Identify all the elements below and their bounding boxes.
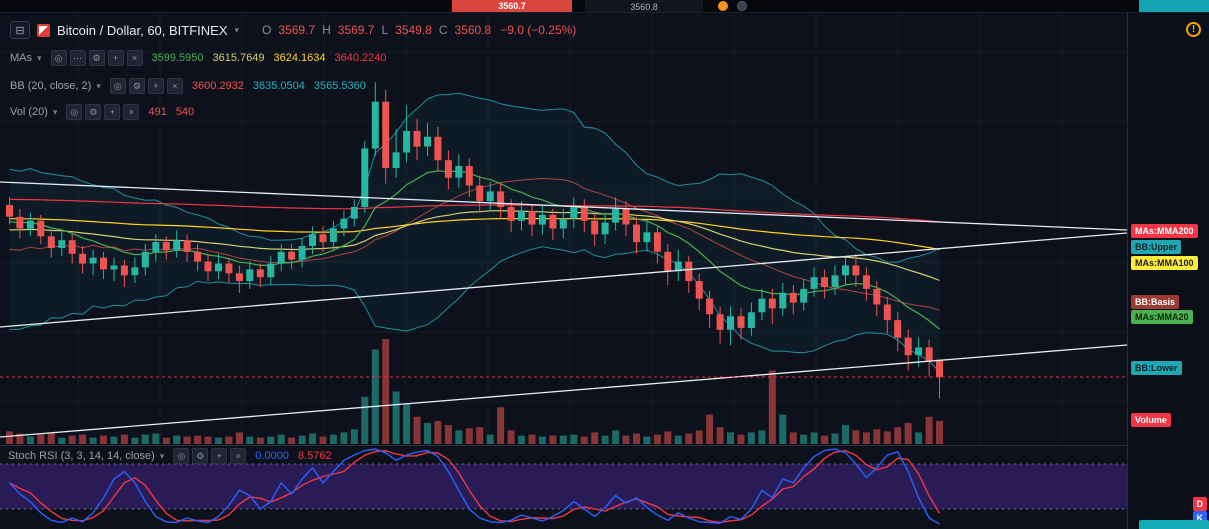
ohlc-value: 3549.8 [395,23,432,37]
eye-icon[interactable]: ◎ [173,448,190,464]
change-value: −9.0 (−0.25%) [500,23,577,37]
axis-label: MAs:MMA20 [1131,310,1193,324]
indicator-value: 3624.1634 [273,52,326,64]
indicator-name[interactable]: Stoch RSI (3, 3, 14, 14, close) [8,450,155,462]
axis-label: Volume [1131,413,1171,427]
ohlc-label: O [262,23,272,37]
main-chart-canvas[interactable] [0,12,1128,445]
indicator-values: 491 540 [148,106,194,118]
indicator-value: 3640.2240 [334,52,387,64]
layout-menu-icon[interactable]: ⊟ [10,21,30,39]
indicator-value: 3635.0504 [252,80,305,92]
indicator-value: 8.5762 [297,450,332,462]
indicator-controls: ◎ ⚙ + × [66,104,140,120]
bottom-right-button[interactable] [1139,520,1209,529]
gear-icon[interactable]: ⚙ [192,448,209,464]
chevron-down-icon[interactable]: ▾ [96,80,101,91]
plus-icon[interactable]: + [104,104,121,120]
axis-label: MAs:MMA200 [1131,224,1198,238]
indicator-value: 3599.5950 [151,52,204,64]
coin-icon[interactable] [737,1,747,11]
ohlc-value: 3560.8 [454,23,492,37]
plus-icon[interactable]: + [147,78,164,94]
plus-icon[interactable]: + [107,50,124,66]
indicator-value: 0.0000 [255,450,289,462]
top-strip: 3560.7 3560.8 [0,0,1209,13]
symbol-title[interactable]: Bitcoin / Dollar, 60, BITFINEX [57,22,228,38]
ohlc-label: L [381,23,389,37]
indicator-row-stoch-rsi: Stoch RSI (3, 3, 14, 14, close) ▾ ◎ ⚙ + × 0… [8,448,332,464]
ohlc-label: C [438,23,448,37]
indicator-controls: ◎ ⚙ + × [173,448,247,464]
ohlc-label: H [322,23,331,37]
close-icon[interactable]: × [123,104,140,120]
indicator-row-vol: Vol (20) ▾ ◎ ⚙ + × 491 540 [10,104,194,120]
axis-label: BB:Basis [1131,295,1180,309]
axis-label: BB:Lower [1131,361,1182,375]
chevron-down-icon[interactable]: ▾ [52,106,58,117]
gear-icon[interactable]: ⚙ [88,50,105,66]
ohlc-value: 3569.7 [337,23,375,37]
indicator-controls: ◎ ⋯ ⚙ + × [50,50,143,66]
ohlc-value: 3569.7 [278,23,316,37]
chevron-down-icon[interactable]: ▾ [234,24,240,35]
indicator-values: 3599.5950 3615.7649 3624.1634 3640.2240 [152,52,387,64]
alert-icon[interactable]: ! [1186,22,1201,37]
close-icon[interactable]: × [230,448,247,464]
indicator-value: 540 [175,106,195,118]
price-axis[interactable]: MAs:MMA200 BB:Upper MAs:MMA100 BB:Basis MAs:… [1127,12,1209,529]
exchange-logo-icon [37,23,50,37]
indicator-value: 491 [148,106,167,118]
indicator-row-bb: BB (20, close, 2) ▾ ◎ ⚙ + × 3600.2932 3635.0… [10,78,366,94]
eye-icon[interactable]: ◎ [109,78,126,94]
gear-icon[interactable]: ⚙ [85,104,102,120]
gear-icon[interactable]: ⚙ [128,78,145,94]
eye-icon[interactable]: ◎ [50,50,67,66]
indicator-name[interactable]: BB (20, close, 2) [10,80,92,92]
plus-icon[interactable]: + [211,448,228,464]
indicator-row-mas: MAs ▾ ◎ ⋯ ⚙ + × 3599.5950 3615.7649 3624.1634 3… [10,50,387,66]
ohlc-values: O 3569.7 H 3569.7 L 3549.8 C 3560.8 [262,23,491,37]
axis-label: MAs:MMA100 [1131,256,1198,270]
indicator-value: 3565.5360 [313,80,366,92]
indicator-values: 3600.2932 3635.0504 3565.5360 [192,80,366,92]
symbol-header: ⊟ Bitcoin / Dollar, 60, BITFINEX ▾ O 3569… [10,19,576,41]
chevron-down-icon[interactable]: ▾ [37,52,42,63]
dots-icon[interactable]: ⋯ [69,50,86,66]
indicator-value: 3600.2932 [191,80,244,92]
bitcoin-icon[interactable] [718,1,728,11]
eye-icon[interactable]: ◎ [66,104,83,120]
ask-price-tag[interactable]: 3560.8 [585,0,703,12]
bid-price-tag[interactable]: 3560.7 [452,0,572,12]
top-right-button[interactable] [1139,0,1209,12]
chevron-down-icon[interactable]: ▾ [159,450,165,461]
indicator-name[interactable]: MAs [10,52,32,64]
stoch-rsi-canvas[interactable] [0,445,1127,529]
indicator-value: 3615.7649 [212,52,265,64]
axis-label: D [1192,497,1207,511]
axis-label: BB:Upper [1131,240,1181,254]
indicator-values: 0.0000 8.5762 [255,450,331,462]
close-icon[interactable]: × [166,78,183,94]
indicator-controls: ◎ ⚙ + × [109,78,183,94]
close-icon[interactable]: × [126,50,143,66]
indicator-name[interactable]: Vol (20) [10,106,48,118]
